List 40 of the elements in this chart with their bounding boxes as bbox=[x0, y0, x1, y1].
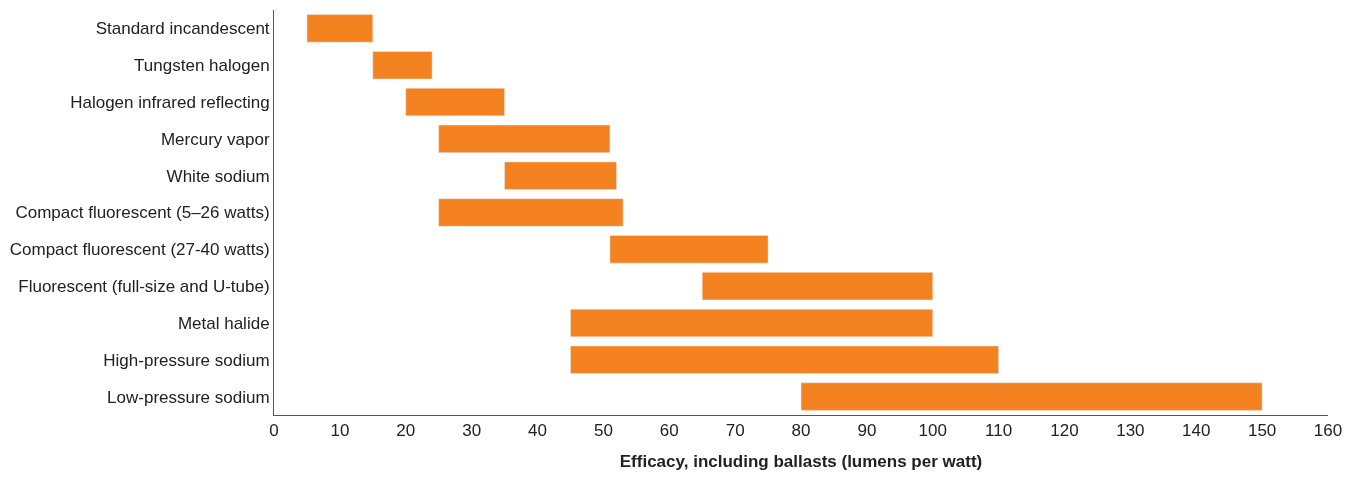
y-tick-label: Standard incandescent bbox=[95, 19, 270, 39]
x-tick-label: 10 bbox=[330, 421, 350, 441]
x-tick-label: 130 bbox=[1116, 421, 1145, 441]
bar bbox=[438, 198, 624, 227]
bar bbox=[609, 235, 769, 264]
y-tick-label: Compact fluorescent (27-40 watts) bbox=[9, 240, 270, 260]
y-tick-label: High-pressure sodium bbox=[103, 350, 270, 370]
y-tick-label: Metal halide bbox=[177, 313, 270, 333]
bar bbox=[701, 272, 933, 301]
x-tick-label: 140 bbox=[1182, 421, 1211, 441]
bar bbox=[570, 308, 933, 338]
x-tick-label: 30 bbox=[462, 421, 482, 441]
y-tick-label: Compact fluorescent (5–26 watts) bbox=[15, 203, 270, 223]
y-tick-label: Low-pressure sodium bbox=[107, 387, 270, 407]
y-tick-label: White sodium bbox=[166, 166, 270, 186]
y-tick-label: Fluorescent (full-size and U-tube) bbox=[18, 277, 270, 297]
x-tick-label: 120 bbox=[1050, 421, 1079, 441]
x-tick-label: 110 bbox=[985, 421, 1013, 441]
x-tick-label: 50 bbox=[593, 421, 613, 441]
x-axis-title: Efficacy, including ballasts (lumens per watt) bbox=[619, 451, 983, 471]
x-tick-label: 150 bbox=[1247, 421, 1277, 441]
y-tick-label: Halogen infrared reflecting bbox=[70, 93, 270, 112]
bar bbox=[372, 51, 433, 80]
bar bbox=[306, 14, 374, 43]
x-tick-label: 60 bbox=[659, 421, 679, 441]
x-tick-label: 70 bbox=[725, 421, 745, 441]
x-tick-label: 0 bbox=[269, 421, 279, 441]
bar bbox=[800, 382, 1263, 411]
x-tick-label: 40 bbox=[528, 421, 547, 441]
x-tick-label: 100 bbox=[918, 421, 947, 441]
bar bbox=[570, 345, 999, 374]
x-tick-label: 80 bbox=[791, 421, 811, 441]
bar bbox=[405, 87, 505, 117]
x-tick-label: 160 bbox=[1313, 421, 1343, 441]
bar bbox=[504, 161, 617, 190]
x-tick-label: 90 bbox=[857, 421, 877, 441]
y-tick-label: Mercury vapor bbox=[160, 129, 270, 149]
x-tick-label: 20 bbox=[396, 421, 416, 441]
y-tick-label: Tungsten halogen bbox=[134, 56, 270, 76]
bar bbox=[438, 124, 611, 153]
